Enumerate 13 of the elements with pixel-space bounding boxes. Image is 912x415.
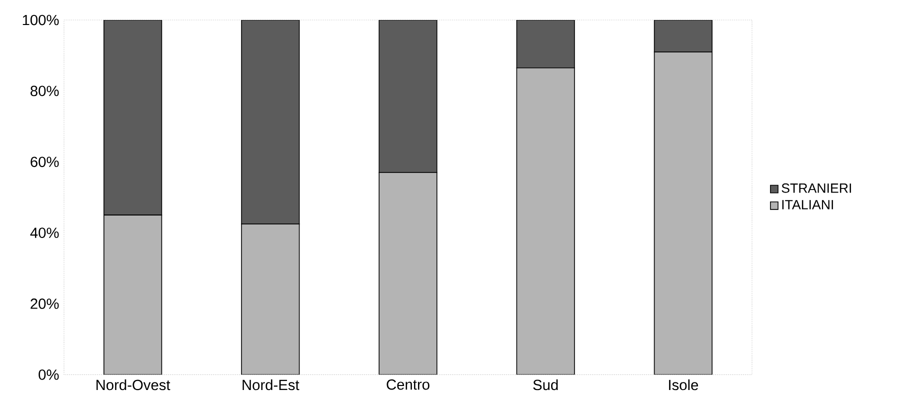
y-tick-label: 20%	[30, 298, 59, 310]
legend-label: STRANIERI	[782, 184, 851, 194]
legend-label: ITALIANI	[782, 200, 833, 210]
x-tick-label: Nord-Est	[242, 380, 300, 390]
x-tick-label: Sud	[533, 380, 558, 390]
y-tick-label: 40%	[30, 228, 59, 238]
y-tick-label: 0%	[38, 370, 59, 380]
x-tick-label: Isole	[669, 380, 698, 390]
y-tick-label: 60%	[30, 156, 59, 168]
x-tick-label: Centro	[386, 380, 430, 390]
y-tick-label: 100%	[22, 14, 59, 26]
y-tick-label: 80%	[30, 86, 59, 96]
x-tick-label: Nord-Ovest	[96, 380, 170, 390]
